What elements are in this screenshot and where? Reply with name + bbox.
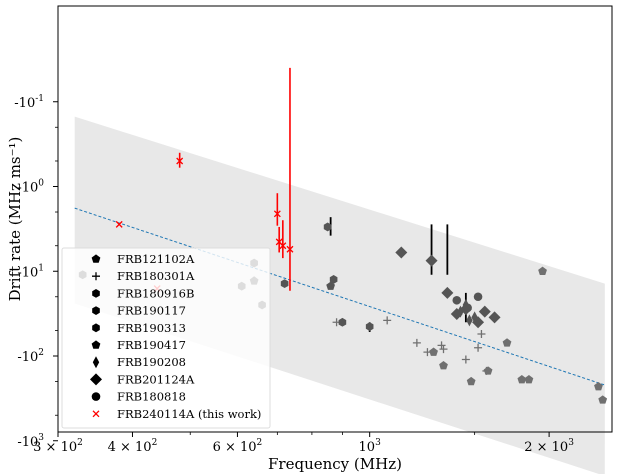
data-point	[482, 366, 491, 375]
data-point	[474, 343, 483, 352]
legend-marker	[92, 289, 100, 298]
data-point	[594, 382, 603, 391]
data-point	[412, 338, 421, 347]
fit-line	[74, 207, 605, 386]
legend-item: FRB180818	[91, 390, 186, 404]
legend-marker	[91, 340, 101, 349]
series-8	[452, 292, 483, 313]
data-point	[466, 314, 473, 327]
legend-label: FRB240114A (this work)	[117, 407, 261, 421]
data-point	[439, 345, 448, 354]
x-tick-label: 6 × 102	[213, 438, 263, 455]
y-axis-ticks: -10-1 -100 -101 -102 -103	[14, 94, 58, 450]
legend-marker	[92, 356, 100, 369]
legend-item: FRB190208	[92, 355, 186, 369]
legend-item: FRB240114A (this work)	[92, 407, 261, 421]
legend-marker	[90, 373, 102, 386]
data-point	[478, 305, 491, 318]
data-point	[279, 242, 287, 250]
data-point	[338, 317, 347, 327]
data-point	[395, 246, 408, 259]
legend-item: FRB190417	[91, 338, 186, 352]
data-point	[517, 375, 527, 384]
data-point	[329, 275, 338, 284]
legend-label: FRB190117	[117, 304, 186, 318]
legend-item: FRB180301A	[92, 269, 195, 283]
legend-label: FRB180818	[117, 390, 186, 404]
legend-item: FRB190313	[92, 321, 186, 335]
legend-item: FRB180916B	[92, 286, 194, 300]
data-point	[383, 316, 392, 325]
legend-frame	[61, 247, 271, 429]
data-point	[273, 210, 281, 218]
data-point	[502, 338, 512, 347]
data-point	[473, 292, 483, 302]
legend: FRB121102A FRB180301A FRB180916B FRB190117 F…	[61, 247, 271, 429]
legend-label: FRB180301A	[117, 269, 195, 283]
legend-label: FRB180916B	[117, 286, 194, 300]
series-7	[395, 246, 501, 329]
x-axis-label: Frequency (MHz)	[268, 455, 402, 473]
data-point	[286, 245, 294, 253]
legend-item: FRB201124A	[90, 372, 195, 386]
data-point	[323, 222, 332, 232]
legend-marker	[92, 272, 100, 281]
data-point	[466, 376, 476, 386]
data-point	[463, 303, 472, 313]
y-axis-label: Drift rate (MHz ms⁻¹)	[6, 137, 24, 302]
plot-frame	[57, 5, 613, 433]
legend-marker	[91, 254, 101, 263]
y-tick-label: -101	[17, 263, 44, 280]
x-tick-label: 4 × 102	[108, 438, 158, 455]
data-point	[598, 395, 608, 404]
data-point	[472, 316, 485, 329]
legend-label: FRB190417	[117, 338, 186, 352]
legend-label: FRB121102A	[117, 252, 195, 266]
legend-label: FRB190208	[117, 355, 186, 369]
data-point	[429, 347, 438, 356]
data-point	[176, 157, 184, 165]
data-point	[461, 355, 470, 364]
data-point	[280, 279, 289, 289]
error-bars	[178, 67, 467, 332]
x-axis-ticks: 3 × 102 4 × 102 6 × 102 103 2 × 103	[33, 432, 574, 455]
x-tick-label: 103	[359, 438, 382, 455]
legend-marker	[91, 392, 101, 401]
data-point	[441, 286, 454, 299]
data-point	[326, 281, 335, 290]
data-point	[524, 375, 534, 384]
x-tick-label: 2 × 103	[524, 438, 574, 455]
legend-item: FRB190117	[92, 304, 186, 318]
legend-label: FRB190313	[117, 321, 186, 335]
series-2	[280, 279, 374, 332]
data-point	[115, 220, 123, 228]
y-tick-label: -10-1	[14, 94, 44, 111]
data-point	[452, 295, 462, 305]
legend-marker	[92, 306, 100, 315]
y-tick-label: -102	[17, 348, 44, 365]
data-point	[439, 361, 448, 370]
x-tick-label: 3 × 102	[33, 438, 83, 455]
data-point	[538, 266, 547, 275]
legend-marker	[92, 410, 100, 418]
data-point	[437, 341, 446, 350]
data-point	[450, 308, 463, 321]
data-point	[425, 254, 438, 267]
y-tick-label: -100	[17, 179, 44, 196]
y-tick-label: -103	[17, 433, 44, 450]
data-point	[423, 348, 432, 357]
legend-item: FRB121102A	[91, 252, 195, 266]
legend-label: FRB201124A	[117, 372, 195, 386]
data-point	[477, 329, 486, 338]
legend-marker	[92, 323, 100, 333]
data-point	[488, 311, 501, 324]
data-point	[365, 322, 374, 332]
